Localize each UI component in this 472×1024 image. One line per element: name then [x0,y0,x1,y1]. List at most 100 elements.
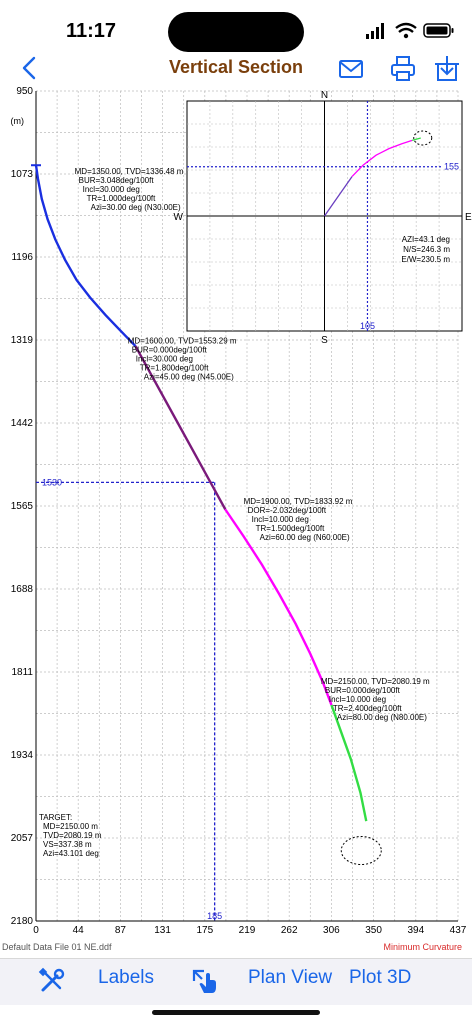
crosshair-x-label: 185 [207,911,222,921]
x-tick-label: 87 [115,925,127,936]
annotation-line: TR=2.400deg/100ft [333,704,402,713]
compass-n: N [321,90,328,101]
printer-icon [391,56,415,81]
well-path-segment-1 [34,165,137,347]
file-name: Default Data File 01 NE.ddf [2,942,112,952]
annotation-line: Incl=10.000 deg [329,695,386,704]
inset-readout-line: N/S=246.3 m [403,245,450,254]
nav-bar: Vertical Section [0,54,472,86]
station-annotation-1: MD=1350.00, TVD=1336.48 mBUR=3.048deg/10… [75,167,184,212]
y-tick-label: 2180 [11,916,34,927]
inset-readout-line: AZI=43.1 deg [402,235,450,244]
zoom-gesture-button[interactable] [190,967,218,995]
dynamic-island [168,12,304,52]
plan-view-button[interactable]: Plan View [248,967,333,988]
y-tick-label: 1319 [11,335,34,346]
target-line: TVD=2080.19 m [43,831,102,840]
email-button[interactable] [336,54,366,84]
well-path-segment-2 [134,345,227,510]
inset-readout-line: E/W=230.5 m [401,255,450,264]
inset-path-segment-2 [351,139,413,178]
annotation-line: Azi=45.00 deg (N45.00E) [144,372,234,381]
annotation-line: DOR=-2.032deg/100ft [248,506,327,515]
x-tick-label: 306 [323,925,340,936]
annotation-line: BUR=3.048deg/100ft [79,176,155,185]
annotation-line: Azi=30.00 deg (N30.00E) [91,203,181,212]
annotation-line: Incl=30.000 deg [83,185,140,194]
y-tick-label: 1934 [11,750,34,761]
annotation-line: BUR=0.000deg/100ft [132,345,208,354]
y-axis-label: (m) [11,116,25,126]
y-tick-label: 2057 [11,833,34,844]
annotation-line: Incl=10.000 deg [252,515,309,524]
y-tick-label: 1073 [11,169,34,180]
compass-e: E [465,212,472,223]
crosshair-y-label: 1530 [42,477,62,487]
target-line: MD=2150.00 m [43,822,98,831]
annotation-line: MD=1900.00, TVD=1833.92 m [244,497,353,506]
x-tick-label: 394 [407,925,424,936]
y-tick-label: 1811 [11,667,33,678]
inset-path-segment-1 [323,176,353,217]
envelope-icon [339,60,363,78]
status-bar: 11:17 [0,0,472,54]
well-path-segment-4 [330,704,368,822]
inset-target-ellipse [413,130,433,146]
x-tick-label: 44 [73,925,85,936]
y-tick-label: 1565 [11,501,34,512]
print-button[interactable] [388,54,418,84]
annotation-line: MD=1350.00, TVD=1336.48 m [75,167,184,176]
calculation-method: Minimum Curvature [383,942,462,952]
signal-icon [366,23,384,39]
x-tick-label: 175 [196,925,213,936]
x-tick-label: 350 [365,925,382,936]
station-annotation-3: MD=1900.00, TVD=1833.92 mDOR=-2.032deg/1… [244,497,353,542]
y-tick-label: 1442 [11,418,34,429]
compass-s: S [321,335,328,346]
annotation-line: TR=1.500deg/100ft [256,524,325,533]
hand-pinch-icon [192,969,216,993]
wrench-screwdriver-icon [38,967,65,992]
back-button[interactable] [16,54,46,84]
inset-path-segment-3 [411,137,421,142]
target-line: VS=337.38 m [43,840,92,849]
station-annotation-4: MD=2150.00, TVD=2080.19 mBUR=0.000deg/10… [321,677,430,722]
target-line: Azi=43.101 deg [43,849,99,858]
target-ellipse [340,836,382,866]
y-tick-label: 1688 [11,584,34,595]
tray-download-icon [435,56,459,81]
inset-crosshair-x-label: 105 [360,321,375,331]
y-tick-label: 1196 [11,252,33,263]
inset-crosshair-y-label: 155 [444,162,459,172]
annotation-line: BUR=0.000deg/100ft [325,686,401,695]
battery-icon [423,23,454,38]
plot-3d-button[interactable]: Plot 3D [349,967,412,988]
y-tick-label: 950 [16,86,33,97]
x-tick-label: 0 [33,925,39,936]
status-icons [366,22,454,39]
x-tick-label: 131 [154,925,171,936]
status-time: 11:17 [66,20,117,42]
x-tick-label: 437 [450,925,467,936]
well-path-segment-3 [224,508,333,706]
vertical-section-chart[interactable]: 950 1073 1196 1319 1442 1565 1688 1811 1934 2057 2… [0,86,472,938]
target-line: TARGET: [39,813,72,822]
annotation-line: Azi=60.00 deg (N60.00E) [260,533,350,542]
home-indicator [152,1010,320,1015]
labels-button[interactable]: Labels [98,967,154,988]
x-tick-label: 219 [239,925,256,936]
compass-w: W [174,212,184,223]
annotation-line: TR=1.800deg/100ft [140,363,209,372]
tools-button[interactable] [38,967,66,995]
annotation-line: MD=1600.00, TVD=1553.29 m [128,336,237,345]
annotation-line: TR=1.000deg/100ft [87,194,156,203]
annotation-line: MD=2150.00, TVD=2080.19 m [321,677,430,686]
annotation-line: Incl=30.000 deg [136,354,193,363]
x-tick-label: 262 [281,925,298,936]
annotation-line: Azi=80.00 deg (N80.00E) [337,713,427,722]
bottom-toolbar: Labels Plan View Plot 3D [0,958,472,1005]
export-button[interactable] [432,54,462,84]
station-annotation-2: MD=1600.00, TVD=1553.29 mBUR=0.000deg/10… [128,336,237,381]
